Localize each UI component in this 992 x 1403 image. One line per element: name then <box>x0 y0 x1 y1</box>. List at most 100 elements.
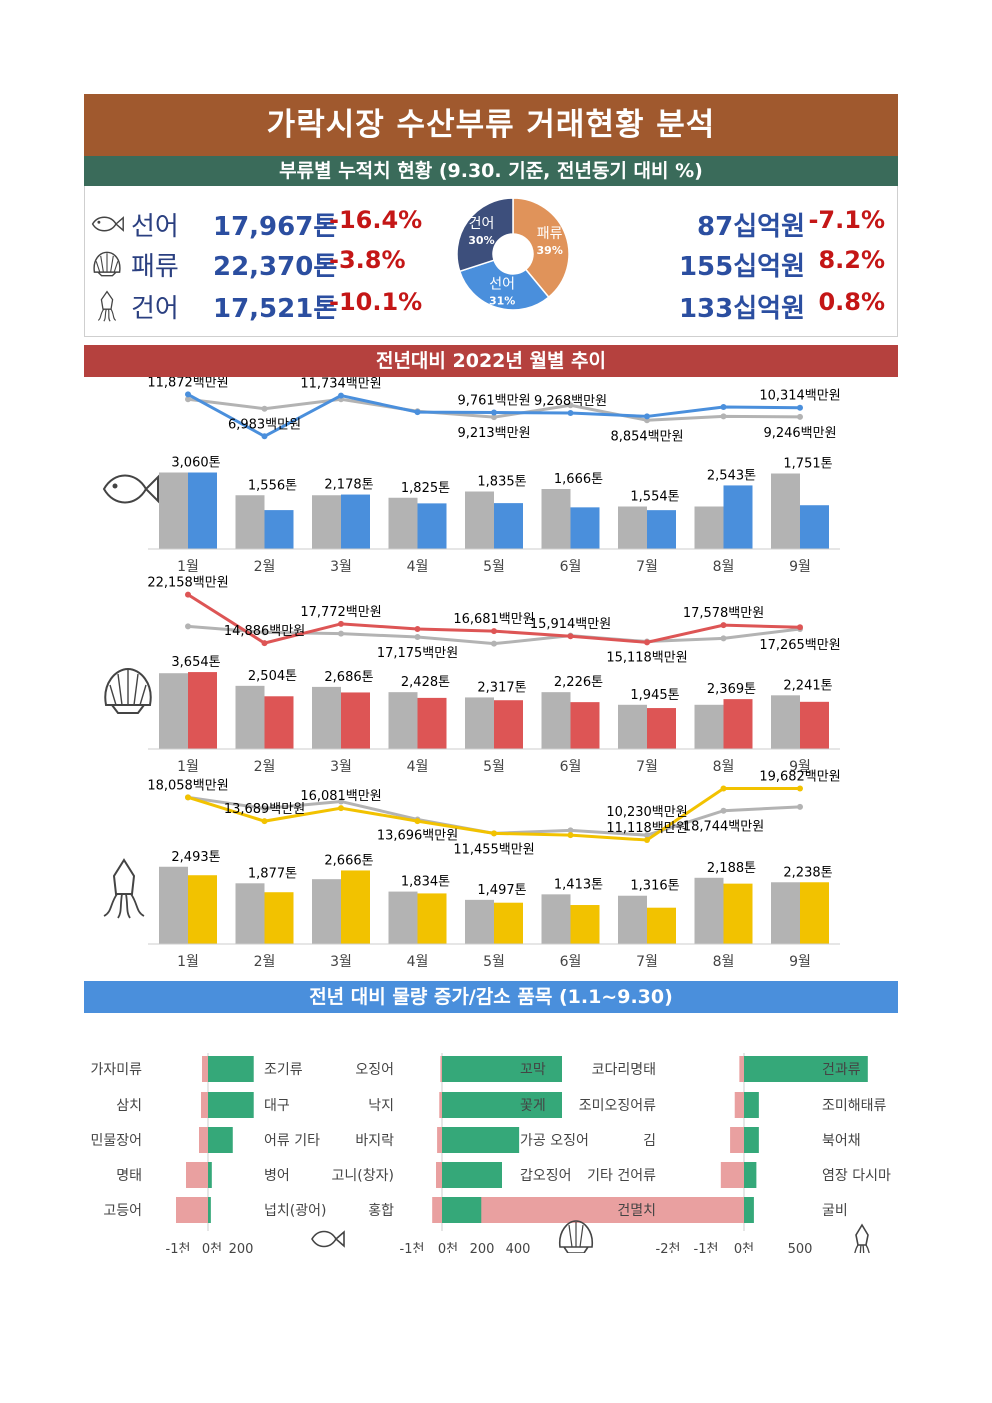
x-tick-label: 7월 <box>636 759 658 775</box>
decrease-item-label: 민물장어 <box>90 1133 142 1149</box>
line-point <box>338 805 344 812</box>
x-tick-label: -1천 <box>166 1242 191 1253</box>
increase-item-label: 조미해태류 <box>822 1098 887 1114</box>
x-tick-label: -2천 <box>656 1242 681 1253</box>
pie-slice-label: 선어 <box>489 276 515 292</box>
line-point <box>720 785 727 792</box>
line-point <box>720 413 727 420</box>
x-tick-label: 1월 <box>177 559 199 575</box>
decrease-item-label: 조미오징어류 <box>579 1098 656 1114</box>
x-tick-label: 6월 <box>560 954 582 970</box>
increase-bar <box>208 1056 254 1082</box>
increase-item-label: 병어 <box>264 1168 290 1184</box>
bar-prev <box>312 686 341 749</box>
line-point <box>644 832 650 839</box>
bar-label: 2,317톤 <box>477 680 526 695</box>
x-tick-label: 200 <box>470 1242 495 1253</box>
x-tick-label: 200 <box>229 1242 254 1253</box>
line-point <box>414 409 421 416</box>
bar-prev <box>159 866 188 944</box>
bar-current <box>341 870 370 944</box>
line-point <box>720 404 727 410</box>
bar-label: 2,369톤 <box>707 682 756 697</box>
bar-prev <box>541 489 571 549</box>
line-point <box>491 830 497 837</box>
line-value-label: 18,058백만원 <box>147 778 228 793</box>
bar-prev <box>465 491 494 549</box>
line-value-label: 10,230백만원 <box>606 805 687 820</box>
pie-slice <box>458 259 550 311</box>
line-point <box>797 624 803 631</box>
decrease-bar <box>439 1092 442 1118</box>
line-value-label: 17,578백만원 <box>683 606 764 621</box>
decrease-bar <box>199 1127 208 1153</box>
x-tick-label: 7월 <box>636 954 658 970</box>
x-tick-label: 0천 <box>202 1242 222 1253</box>
increase-bar <box>442 1197 488 1223</box>
bar-current <box>264 696 294 749</box>
summary-label: 패류 <box>131 252 179 282</box>
summary-qty-pct: -3.8% <box>329 246 406 274</box>
summary-amount-pct: -7.1% <box>808 206 885 234</box>
increase-bar <box>744 1092 759 1118</box>
pie-slice <box>456 197 514 273</box>
bar-prev <box>388 497 418 549</box>
bar-label: 1,556톤 <box>248 478 297 493</box>
x-tick-label: 4월 <box>407 559 429 575</box>
shell-icon <box>558 1220 594 1254</box>
line-point <box>567 832 574 839</box>
monthly-panel-1: 3,060톤 1월 1,556톤 2월 2,178톤 3월 1,825톤 4월 1,835톤 5월… <box>102 375 841 575</box>
line-value-label: 17,772백만원 <box>300 605 381 620</box>
x-tick-label: 4월 <box>407 954 429 970</box>
bar-current <box>341 494 370 549</box>
summary-label: 선어 <box>131 212 179 242</box>
decrease-item-label: 바지락 <box>355 1133 394 1149</box>
summary-amount-squid: 133십억원 0.8% <box>678 288 885 324</box>
line-value-label: 10,314백만원 <box>759 389 840 404</box>
increase-bar <box>208 1127 233 1153</box>
increase-item-label: 가공 오징어 <box>520 1133 589 1149</box>
summary-row-squid: 건어 17,521톤 -10.1% <box>85 286 425 326</box>
decrease-item-label: 코다리명태 <box>592 1062 656 1078</box>
increase-item-label: 건과류 <box>822 1062 861 1078</box>
line-point <box>797 404 803 411</box>
fish-icon <box>311 1230 345 1248</box>
bar-current <box>570 702 600 749</box>
decrease-bar <box>202 1056 208 1082</box>
decrease-item-label: 고니(창자) <box>332 1168 394 1184</box>
decrease-bar <box>440 1056 442 1082</box>
line-value-label: 13,689백만원 <box>224 802 305 817</box>
x-tick-label: 5월 <box>483 759 505 775</box>
bar-label: 2,241톤 <box>783 678 832 693</box>
line-point <box>491 409 497 416</box>
bar-label: 1,666톤 <box>554 472 603 487</box>
monthly-charts: 3,060톤 1월 1,556톤 2월 2,178톤 3월 1,825톤 4월 1,835톤 5월… <box>102 375 841 970</box>
increase-bar <box>208 1162 212 1188</box>
bar-current <box>494 902 523 944</box>
bar-label: 1,834톤 <box>401 875 450 890</box>
line-point <box>261 805 268 812</box>
summary-label: 건어 <box>131 294 179 324</box>
bar-label: 2,543톤 <box>707 468 756 483</box>
x-tick-label: 400 <box>506 1242 531 1253</box>
bar-current <box>647 510 676 549</box>
x-tick-label: 9월 <box>789 759 811 775</box>
squid-icon <box>97 290 117 322</box>
bar-current <box>188 672 217 749</box>
bar-label: 3,060톤 <box>171 456 220 471</box>
monthly-heading: 전년대비 2022년 월별 추이 <box>84 345 898 377</box>
decrease-bar <box>734 1092 744 1118</box>
increase-item-label: 조기류 <box>264 1062 303 1078</box>
line-point <box>491 640 497 647</box>
bar-prev <box>541 692 571 749</box>
increase-item-label: 갑오징어 <box>520 1168 572 1184</box>
summary-amount-pct: 0.8% <box>818 288 885 316</box>
bar-prev <box>771 695 800 749</box>
increase-bar <box>744 1162 757 1188</box>
summary-row-shell: 패류 22,370톤 -3.8% <box>85 244 425 284</box>
decrease-bar <box>432 1197 442 1223</box>
x-tick-label: 1월 <box>177 954 199 970</box>
bar-prev <box>618 704 647 749</box>
line-value-label: 17,175백만원 <box>377 646 458 661</box>
